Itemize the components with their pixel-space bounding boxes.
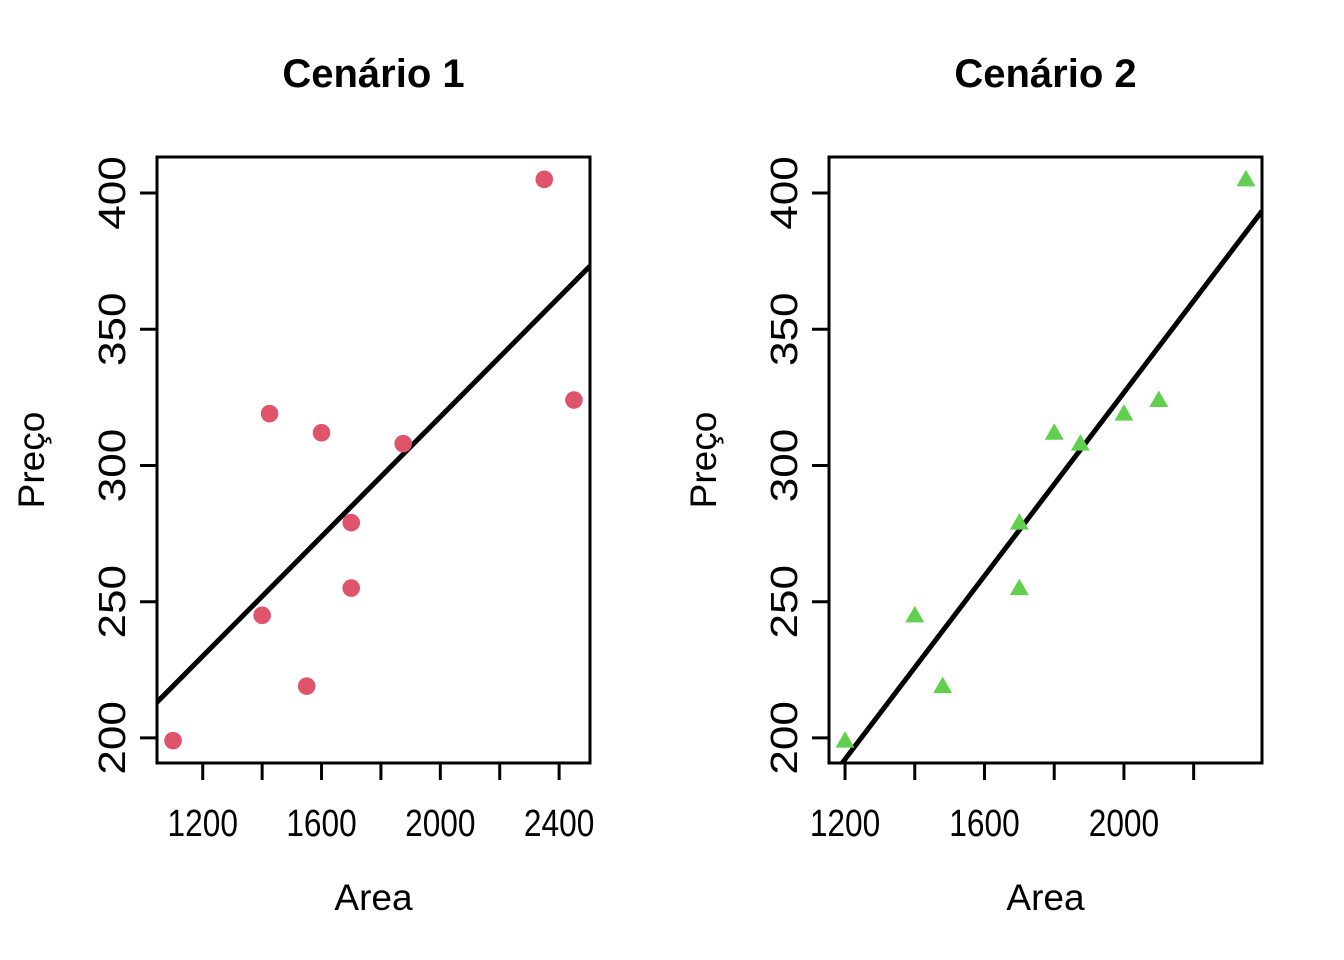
y-tick-label: 400 xyxy=(92,156,134,230)
y-tick-label: 250 xyxy=(764,565,806,639)
panel-1: 1200 1600 2000 2400 200 250 300 350 400 xyxy=(92,155,594,845)
y-tick-label: 300 xyxy=(92,429,134,503)
y-tick-label: 200 xyxy=(92,701,134,775)
data-point-triangle xyxy=(933,676,953,694)
chart-title-cenario-2: Cenário 2 xyxy=(954,52,1137,96)
y-tick-label: 350 xyxy=(92,292,134,366)
y-axis-title-left: Preço xyxy=(11,411,52,509)
x-axis-title-right: Area xyxy=(1006,877,1085,918)
data-point-circle xyxy=(164,731,182,750)
x-tick-label: 2000 xyxy=(405,803,475,845)
y-tick-label: 200 xyxy=(764,701,806,775)
data-point-triangle xyxy=(1149,390,1169,408)
chart-title-cenario-1: Cenário 1 xyxy=(282,52,465,96)
data-point-circle xyxy=(565,391,583,409)
regression-line xyxy=(157,264,590,704)
x-tick-label: 2400 xyxy=(524,803,594,845)
x-axis-title-left: Area xyxy=(334,877,413,918)
data-point-circle xyxy=(297,677,316,695)
panel-2: 1200 1600 2000 200 250 300 350 400 xyxy=(764,155,1264,845)
x-tick-label: 1200 xyxy=(168,803,238,845)
x-tick-label: 1600 xyxy=(286,803,356,845)
y-tick-label: 400 xyxy=(764,156,806,230)
data-point-triangle xyxy=(1044,423,1064,440)
data-point-circle xyxy=(312,423,331,442)
data-point-circle xyxy=(260,404,279,423)
x-tick-label: 2000 xyxy=(1089,803,1159,845)
data-point-triangle xyxy=(1070,434,1090,451)
data-point-triangle xyxy=(905,605,925,623)
y-tick-label: 300 xyxy=(764,429,806,503)
y-axis-title-right: Preço xyxy=(683,411,724,509)
data-point-triangle xyxy=(1114,404,1134,421)
data-point-circle xyxy=(342,513,361,532)
y-tick-label: 250 xyxy=(92,565,134,639)
regression-line xyxy=(839,209,1262,763)
y-tick-label: 350 xyxy=(764,292,806,366)
data-point-circle xyxy=(253,606,271,625)
data-point-circle xyxy=(394,434,412,453)
plot-box xyxy=(155,155,592,765)
x-tick-label: 1200 xyxy=(810,803,880,845)
data-point-triangle xyxy=(1009,578,1029,596)
data-point-triangle xyxy=(1236,169,1256,187)
x-tick-label: 1600 xyxy=(949,803,1019,845)
data-point-triangle xyxy=(835,731,855,748)
data-point-circle xyxy=(535,170,554,189)
data-point-circle xyxy=(342,579,361,597)
plot-box xyxy=(827,155,1264,765)
data-point-triangle xyxy=(1009,513,1029,530)
